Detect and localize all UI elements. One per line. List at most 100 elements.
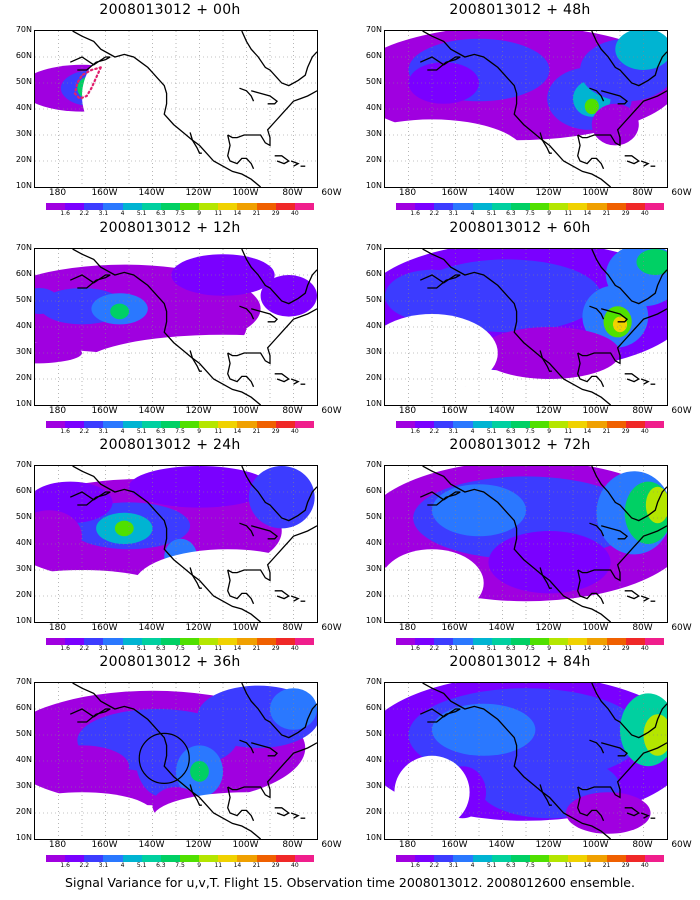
lon-tick-label: 120W bbox=[185, 406, 212, 416]
colorbar-swatch bbox=[256, 203, 276, 210]
colorbar-label: 21 bbox=[602, 428, 611, 435]
lat-tick-label: 30N bbox=[15, 347, 32, 356]
lat-tick-label: 50N bbox=[15, 77, 32, 86]
coastline bbox=[577, 134, 605, 170]
colorbar-label: 6.3 bbox=[506, 862, 516, 869]
lon-tick-label: 140W bbox=[488, 188, 515, 198]
no-signal-region-0 bbox=[152, 792, 317, 839]
colorbar-swatch bbox=[587, 855, 607, 862]
no-signal-region-0 bbox=[385, 549, 484, 617]
colorbar-label: 40 bbox=[291, 428, 299, 435]
colorbar-label: 2.2 bbox=[429, 210, 440, 217]
variance-contour-6 bbox=[565, 792, 651, 834]
colorbar-swatch bbox=[453, 203, 473, 210]
lat-tick-label: 20N bbox=[365, 807, 382, 816]
colorbar-label: 2.2 bbox=[79, 645, 90, 652]
lon-tick-label: 140W bbox=[488, 623, 515, 633]
colorbar-swatch bbox=[237, 638, 257, 645]
colorbar-label: 5.1 bbox=[136, 862, 147, 869]
lat-tick-label: 50N bbox=[365, 512, 382, 521]
map-plot-area bbox=[384, 248, 668, 406]
lat-tick-label: 10N bbox=[15, 616, 32, 625]
panel-title: 2008013012 + 48h bbox=[449, 2, 591, 18]
colorbar-swatch bbox=[122, 855, 142, 862]
lon-tick-label: 160W bbox=[441, 840, 468, 850]
lat-tick-label: 30N bbox=[365, 564, 382, 573]
colorbar-swatch bbox=[122, 638, 142, 645]
coastline bbox=[640, 378, 650, 385]
lon-tick-label: 180 bbox=[48, 406, 67, 416]
colorbar-label: 29 bbox=[621, 428, 630, 435]
map-plot-area bbox=[34, 465, 318, 623]
colorbar-swatch bbox=[625, 203, 645, 210]
colorbar-swatch bbox=[199, 855, 219, 862]
coastline bbox=[227, 786, 255, 822]
colorbar-swatch bbox=[275, 203, 295, 210]
no-signal-region-1 bbox=[35, 792, 153, 834]
colorbar-label: 11 bbox=[564, 645, 573, 652]
lon-tick-label: 60W bbox=[321, 188, 342, 198]
colorbar-swatch bbox=[199, 421, 219, 428]
target-circle bbox=[138, 732, 190, 785]
lat-tick-label: 70N bbox=[15, 460, 32, 469]
variance-field bbox=[385, 249, 667, 405]
colorbar-swatch bbox=[415, 855, 435, 862]
colorbar-label: 9 bbox=[547, 428, 552, 435]
colorbar-label: 40 bbox=[641, 210, 649, 217]
colorbar-label: 29 bbox=[271, 210, 280, 217]
coastline bbox=[591, 31, 667, 87]
colorbar-label: 14 bbox=[583, 428, 592, 435]
colorbar-swatch bbox=[160, 855, 180, 862]
colorbar-swatch bbox=[606, 203, 626, 210]
colorbar-label: 40 bbox=[641, 645, 649, 652]
lat-tick-label: 10N bbox=[15, 833, 32, 842]
colorbar-label: 14 bbox=[233, 645, 242, 652]
colorbar-swatch bbox=[510, 638, 530, 645]
colorbar-swatch bbox=[415, 638, 435, 645]
colorbar-swatch bbox=[160, 203, 180, 210]
colorbar-label: 3.1 bbox=[98, 645, 109, 652]
coastline bbox=[419, 56, 461, 71]
colorbar-label: 3.1 bbox=[98, 210, 109, 217]
lon-tick-label: 180 bbox=[48, 840, 67, 850]
colorbar-label: 4 bbox=[120, 428, 125, 435]
lat-tick-label: 40N bbox=[365, 321, 382, 330]
colorbar-swatch bbox=[644, 855, 664, 862]
variance-contour-7 bbox=[385, 269, 479, 322]
lon-tick-label: 180 bbox=[398, 840, 417, 850]
panel-title: 2008013012 + 84h bbox=[449, 654, 591, 670]
colorbar-label: 11 bbox=[214, 428, 223, 435]
colorbar-swatch bbox=[218, 638, 238, 645]
lat-tick-label: 20N bbox=[15, 373, 32, 382]
variance-field bbox=[385, 683, 667, 839]
lon-tick-label: 120W bbox=[185, 840, 212, 850]
colorbar-swatch bbox=[294, 203, 314, 210]
colorbar-swatch bbox=[625, 421, 645, 428]
variance-contour-6 bbox=[615, 31, 667, 70]
coastline bbox=[601, 90, 629, 105]
lon-tick-label: 180 bbox=[398, 188, 417, 198]
colorbar-label: 21 bbox=[252, 210, 261, 217]
colorbar-swatch bbox=[453, 855, 473, 862]
lon-tick-label: 120W bbox=[185, 188, 212, 198]
coastline bbox=[640, 595, 650, 602]
colorbar-label: 1.6 bbox=[410, 862, 420, 869]
coastline bbox=[601, 742, 629, 757]
colorbar-label: 14 bbox=[233, 862, 242, 869]
coastline bbox=[422, 249, 612, 405]
lat-tick-label: 30N bbox=[365, 347, 382, 356]
panel-title: 2008013012 + 00h bbox=[99, 2, 241, 18]
colorbar-swatch bbox=[549, 203, 569, 210]
no-signal-region-0 bbox=[394, 755, 470, 829]
colorbar-swatch bbox=[122, 203, 142, 210]
colorbar-swatch bbox=[46, 421, 66, 428]
coastline bbox=[69, 491, 111, 506]
colorbar-swatch bbox=[472, 638, 492, 645]
colorbar-label: 1.6 bbox=[60, 645, 70, 652]
coastline bbox=[539, 132, 552, 154]
colorbar-swatch bbox=[644, 203, 664, 210]
coastline bbox=[624, 590, 641, 600]
lon-tick-label: 120W bbox=[535, 840, 562, 850]
lon-tick-label: 160W bbox=[441, 623, 468, 633]
lat-tick-label: 40N bbox=[365, 103, 382, 112]
